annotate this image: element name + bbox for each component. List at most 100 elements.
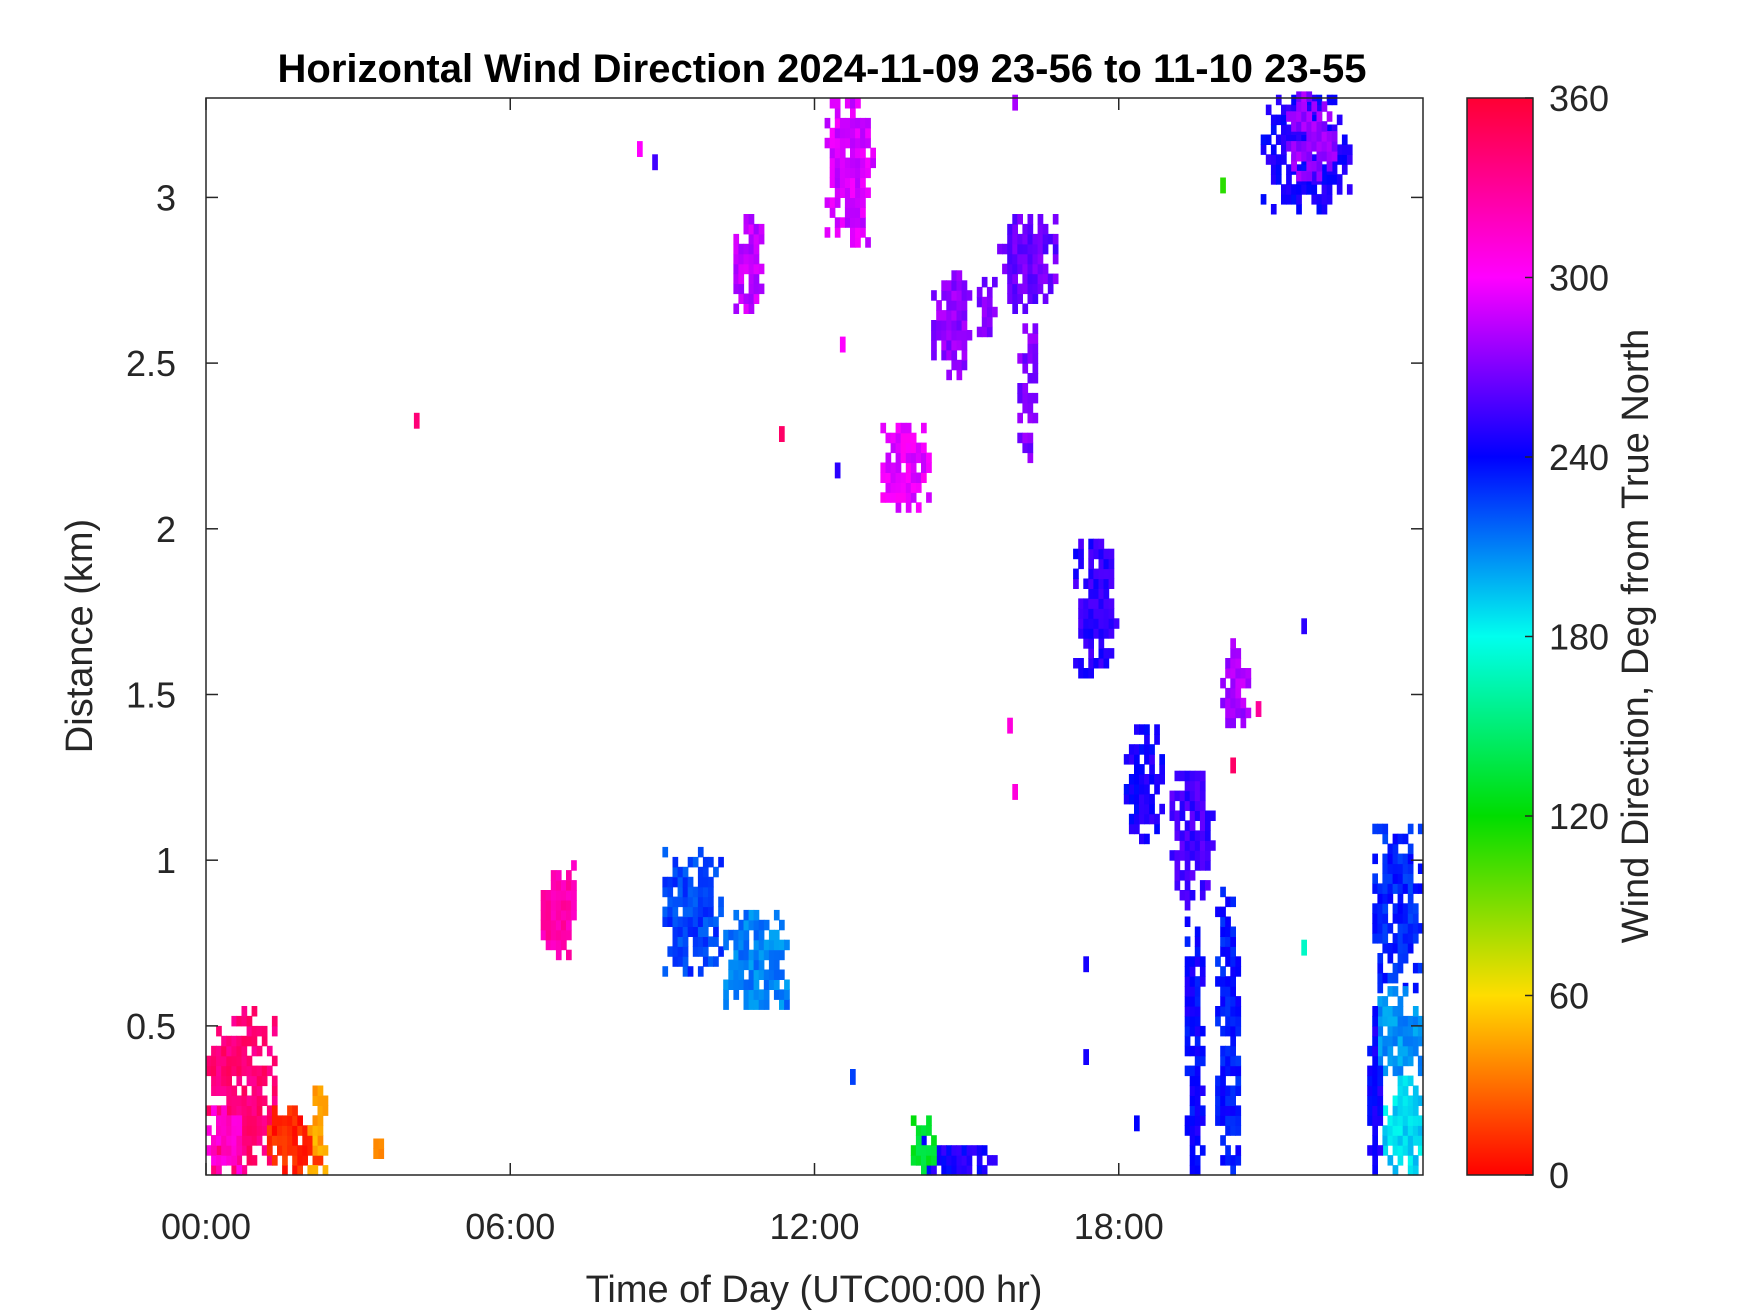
- heatmap-cell: [1134, 823, 1140, 835]
- heatmap-cell: [951, 330, 958, 341]
- heatmap-cell: [561, 900, 567, 911]
- heatmap-cell: [1397, 933, 1404, 944]
- heatmap-cell: [1194, 1165, 1201, 1176]
- heatmap-cell: [307, 1125, 314, 1136]
- heatmap-cell: [221, 1135, 227, 1146]
- y-axis: 0.511.522.53: [126, 177, 1423, 1047]
- heatmap-cell: [287, 1135, 293, 1146]
- heatmap-cell: [860, 187, 866, 198]
- heatmap-cell: [824, 137, 831, 149]
- heatmap-cell: [1184, 900, 1191, 911]
- heatmap-cell: [1225, 996, 1231, 1007]
- heatmap-cell: [986, 306, 993, 318]
- heatmap-cell: [1184, 986, 1191, 997]
- heatmap-cell: [1281, 134, 1287, 145]
- heatmap-cell: [1078, 658, 1084, 669]
- heatmap-cell: [317, 1125, 324, 1136]
- heatmap-cell: [921, 452, 927, 464]
- heatmap-cell: [1194, 1055, 1201, 1067]
- heatmap-cell: [1412, 1135, 1419, 1146]
- heatmap-cell: [1027, 432, 1034, 444]
- heatmap-cell: [1017, 412, 1023, 424]
- heatmap-cell: [256, 1095, 263, 1106]
- heatmap-cell: [921, 472, 927, 483]
- heatmap-cell: [1179, 890, 1186, 901]
- heatmap-cell: [216, 1105, 222, 1116]
- heatmap-cell: [1316, 111, 1323, 122]
- heatmap-cell: [1270, 144, 1277, 155]
- heatmap-cell: [1189, 850, 1196, 861]
- heatmap-cell: [961, 339, 968, 351]
- heatmap-cell: [758, 223, 765, 235]
- heatmap-cell: [1377, 962, 1384, 974]
- heatmap-cell: [216, 1145, 222, 1156]
- heatmap-cell: [667, 946, 674, 957]
- heatmap-cell: [1387, 1115, 1394, 1126]
- heatmap-cell: [834, 187, 841, 198]
- heatmap-cell: [743, 979, 750, 990]
- heatmap-cell: [1270, 174, 1277, 185]
- heatmap-cell: [1407, 923, 1414, 934]
- heatmap-cell: [1372, 853, 1378, 865]
- heatmap-cell: [1225, 1025, 1231, 1037]
- heatmap-cell: [1336, 184, 1343, 195]
- heatmap-cell: [1291, 104, 1297, 116]
- heatmap-cell: [748, 999, 755, 1010]
- heatmap-cell: [1392, 1135, 1399, 1146]
- heatmap-cell: [545, 909, 552, 921]
- heatmap-cell: [1240, 668, 1247, 679]
- heatmap-cell: [1098, 568, 1105, 580]
- heatmap-cell: [1336, 174, 1343, 185]
- heatmap-cell: [1194, 996, 1201, 1007]
- heatmap-region-1: [206, 1105, 243, 1176]
- heatmap-cell: [728, 959, 734, 971]
- heatmap-cell: [1088, 658, 1094, 669]
- heatmap-cell: [545, 890, 552, 901]
- heatmap-cell: [956, 359, 963, 371]
- heatmap-cell: [1199, 770, 1206, 782]
- heatmap-cell: [297, 1125, 303, 1136]
- heatmap-cell: [1205, 810, 1211, 821]
- heatmap-region-11: [931, 270, 973, 381]
- heatmap-cell: [1372, 1085, 1378, 1096]
- heatmap-cell: [1235, 1105, 1242, 1116]
- heatmap-cell: [921, 1125, 927, 1136]
- heatmap-cell: [682, 866, 689, 878]
- heatmap-cell: [1017, 263, 1023, 275]
- heatmap-cell: [211, 1055, 217, 1067]
- heatmap-cell: [865, 167, 871, 179]
- heatmap-cell: [566, 919, 572, 931]
- heatmap-cell: [855, 227, 861, 238]
- heatmap-cell: [261, 1115, 268, 1126]
- heatmap-cell: [834, 127, 841, 139]
- heatmap-point: [1301, 618, 1307, 635]
- heatmap-cell: [1382, 883, 1389, 894]
- heatmap-cell: [753, 939, 760, 951]
- heatmap-cell: [1372, 1135, 1378, 1146]
- heatmap-cell: [1108, 548, 1115, 560]
- heatmap-cell: [702, 886, 709, 898]
- heatmap-cell: [1235, 1015, 1242, 1027]
- heatmap-cell: [1128, 823, 1135, 835]
- heatmap-cell: [231, 1105, 238, 1116]
- heatmap-cell: [743, 949, 750, 961]
- heatmap-cell: [748, 283, 755, 295]
- heatmap-cell: [1189, 1115, 1196, 1126]
- heatmap-cell: [1184, 880, 1191, 891]
- heatmap-cell: [1052, 233, 1059, 245]
- heatmap-cell: [961, 310, 968, 321]
- heatmap-cell: [839, 187, 846, 198]
- heatmap-cell: [271, 1075, 278, 1087]
- heatmap-cell: [555, 949, 562, 961]
- heatmap-cell: [1189, 956, 1196, 967]
- heatmap-point: [1012, 784, 1018, 800]
- heatmap-cell: [1281, 104, 1287, 116]
- heatmap-cell: [870, 157, 876, 169]
- heatmap-cell: [246, 1015, 253, 1027]
- heatmap-cell: [956, 339, 963, 351]
- heatmap-cell: [1189, 800, 1196, 811]
- heatmap-cell: [1220, 996, 1226, 1007]
- heatmap-cell: [733, 959, 740, 971]
- heatmap-cell: [971, 1145, 978, 1156]
